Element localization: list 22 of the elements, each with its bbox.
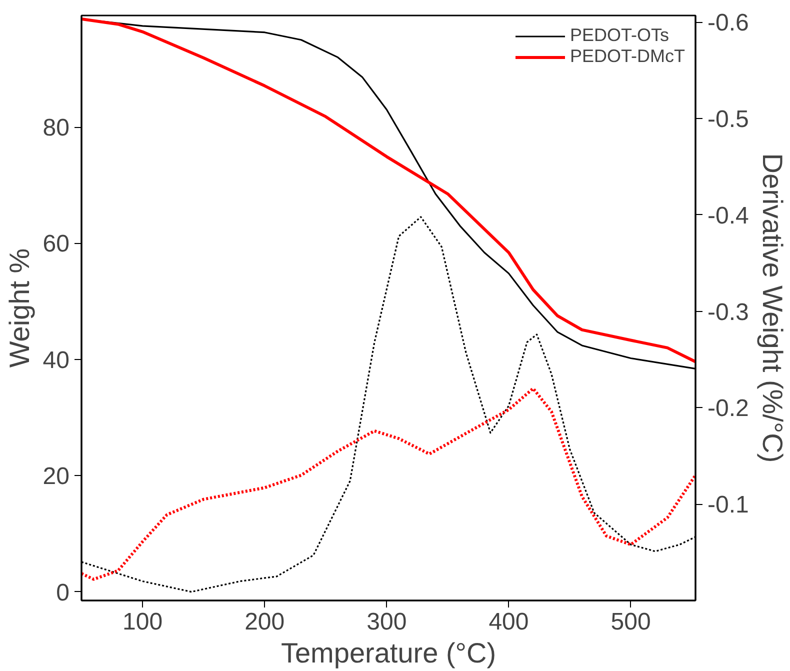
- x-tick-label: 300: [366, 608, 407, 636]
- y-tick-label: 60: [42, 230, 70, 258]
- y2-axis-title: Derivative Weight (%/°C): [756, 153, 788, 463]
- y2-tick-label: -0.2: [708, 395, 749, 422]
- y2-tick-label: -0.5: [708, 106, 749, 134]
- x-tick-label: 100: [122, 608, 163, 636]
- y-tick-label: 80: [42, 114, 70, 142]
- y-tick-label: 0: [56, 579, 70, 606]
- y-tick-label: 20: [42, 463, 70, 490]
- x-tick-label: 400: [488, 608, 529, 636]
- line-series: [82, 386, 696, 581]
- y-axis-title: Weight %: [4, 248, 35, 368]
- legend-label: PEDOT-OTs: [570, 25, 670, 46]
- x-axis-title: Temperature (°C): [280, 638, 496, 668]
- y2-tick-label: -0.1: [708, 492, 749, 519]
- y2-tick-label: -0.3: [708, 298, 749, 326]
- x-tick-label: 200: [244, 608, 285, 636]
- y2-tick-label: -0.4: [708, 202, 749, 230]
- legend-label: PEDOT-DMcT: [570, 46, 685, 67]
- x-tick-label: 500: [610, 608, 651, 636]
- y-tick-label: 40: [42, 346, 70, 374]
- y2-tick-label: -0.6: [708, 10, 749, 37]
